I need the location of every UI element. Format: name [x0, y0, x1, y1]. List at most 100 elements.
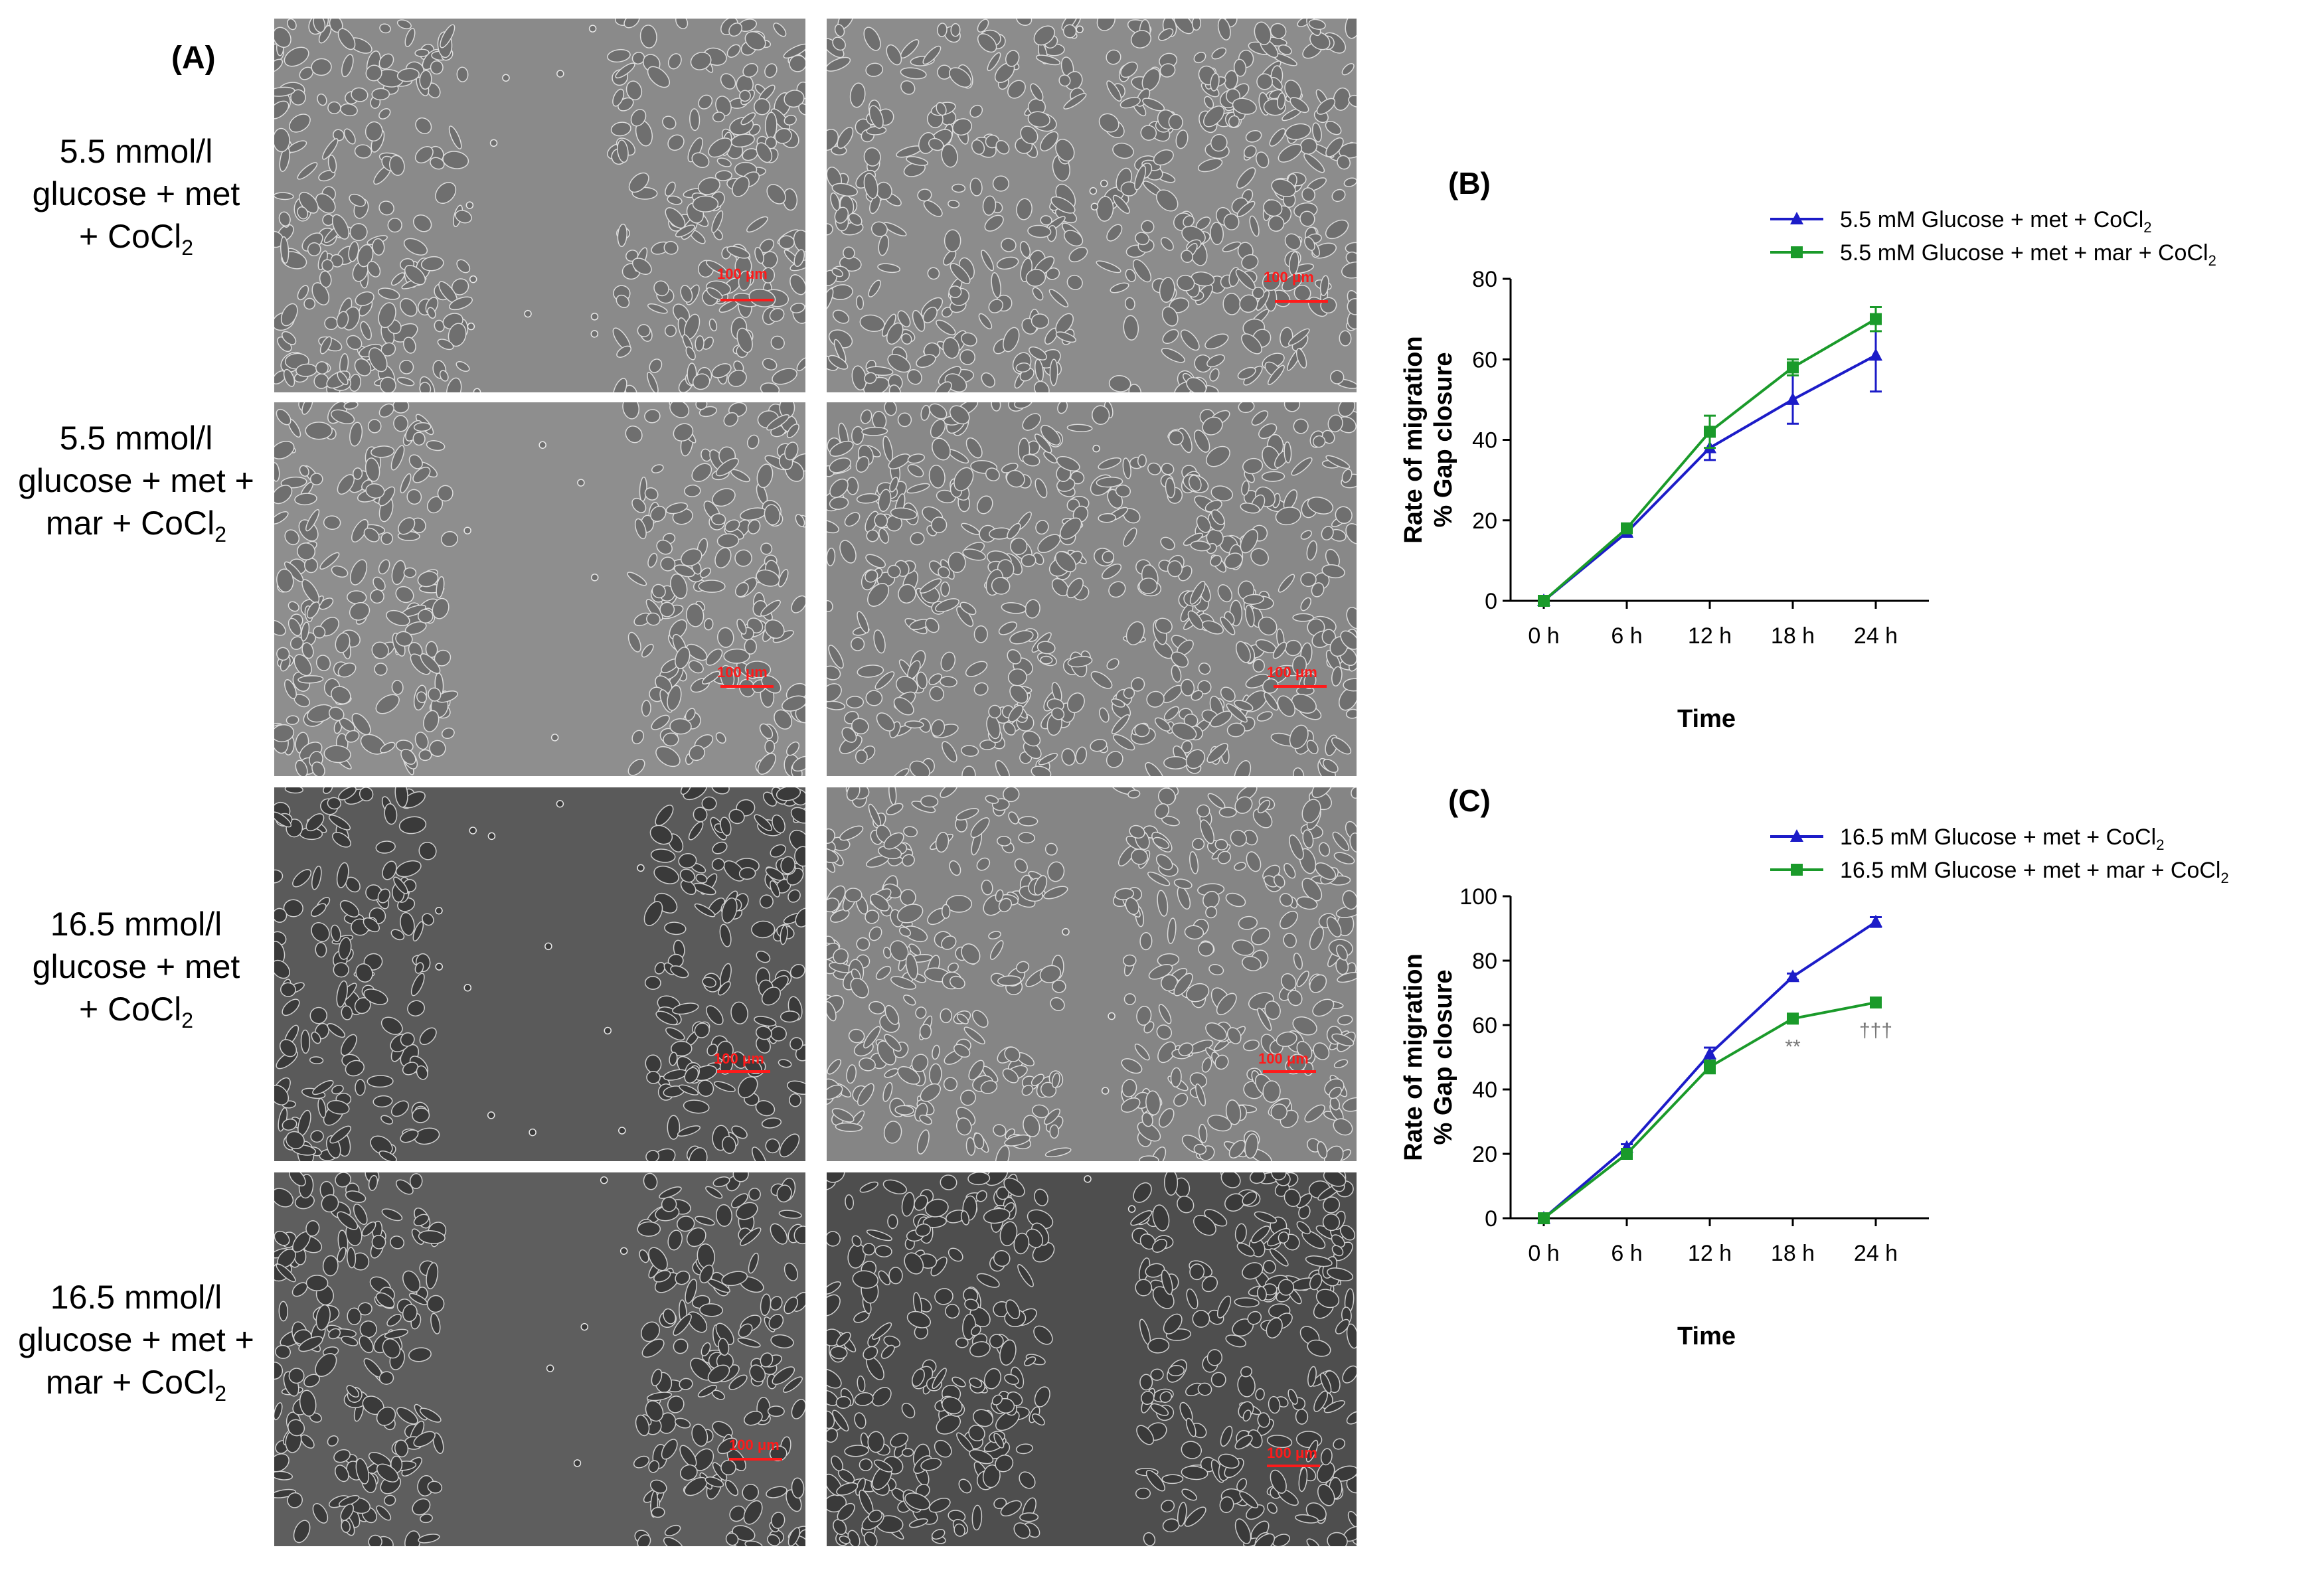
- x-tick-label: 24 h: [1854, 1241, 1898, 1266]
- legend-label: 5.5 mM Glucose + met + mar + CoCl2: [1840, 240, 2216, 269]
- row-label-line: glucose + met: [32, 948, 240, 985]
- x-tick-label: 6 h: [1611, 623, 1642, 649]
- y-tick-label: 20: [1472, 1142, 1497, 1167]
- data-point: [1538, 595, 1550, 607]
- row-label-line: mar + CoCl2: [45, 505, 227, 546]
- data-point: [1786, 969, 1799, 983]
- row-label-2: 5.5 mmol/l glucose + met + mar + CoCl2: [0, 417, 272, 556]
- micrograph-r4-c1: [274, 1172, 805, 1546]
- scale-bar-label: 100 μm: [1267, 664, 1317, 680]
- micrograph-texture: [274, 1172, 805, 1546]
- row-label-line: 16.5 mmol/l: [50, 906, 222, 943]
- micrograph-texture: [827, 787, 1357, 1161]
- legend-marker: [1791, 246, 1803, 258]
- micrograph-texture: [827, 402, 1357, 776]
- data-point: [1870, 313, 1882, 325]
- legend-subscript: 2: [2156, 837, 2164, 853]
- scale-bar-label: 100 μm: [717, 664, 768, 680]
- scale-bar-label: 100 μm: [1264, 269, 1314, 285]
- x-axis-label: Time: [1677, 1322, 1736, 1350]
- micrograph-r1-c2: [827, 19, 1357, 392]
- micrograph-texture: [274, 402, 805, 776]
- data-point: [1538, 1212, 1550, 1224]
- micrograph-r1-c1: [274, 19, 805, 392]
- legend-subscript: 2: [2208, 252, 2216, 269]
- row-label-line: 16.5 mmol/l: [50, 1279, 222, 1316]
- data-point: [1869, 348, 1882, 361]
- y-tick-label: 0: [1485, 589, 1497, 614]
- y-tick-label: 60: [1472, 1013, 1497, 1038]
- scale-bar: [1267, 1465, 1320, 1467]
- y-tick-label: 0: [1485, 1206, 1497, 1232]
- data-point: [1704, 1061, 1716, 1074]
- legend-label: 16.5 mM Glucose + met + CoCl2: [1840, 825, 2164, 853]
- scale-bar-label: 100 μm: [1258, 1050, 1309, 1067]
- x-tick-label: 24 h: [1854, 623, 1898, 649]
- data-point: [1704, 426, 1716, 438]
- panel-letter: (B): [1448, 166, 1491, 200]
- micrograph-texture: [274, 787, 805, 1161]
- x-tick-label: 18 h: [1771, 623, 1815, 649]
- scale-bar: [1263, 1070, 1316, 1073]
- x-tick-label: 0 h: [1528, 623, 1559, 649]
- panel-a-label: (A): [171, 40, 216, 76]
- x-tick-label: 12 h: [1688, 623, 1732, 649]
- row-label-line: glucose + met +: [18, 462, 254, 499]
- legend-subscript: 2: [2143, 219, 2151, 236]
- micrograph-r3-c1: [274, 787, 805, 1161]
- legend-marker: [1790, 212, 1803, 224]
- data-point: [1786, 392, 1799, 405]
- row-label-1: 5.5 mmol/l glucose + met + CoCl2: [0, 130, 272, 269]
- y-axis-label: Rate of migration: [1400, 336, 1428, 543]
- series-line: [1542, 354, 1876, 602]
- scale-bar: [720, 299, 774, 301]
- micrograph-r3-c2: [827, 787, 1357, 1161]
- legend-marker: [1791, 864, 1803, 876]
- row-label-line: glucose + met +: [18, 1321, 254, 1358]
- series-line: [1542, 1001, 1876, 1220]
- y-tick-label: 40: [1472, 428, 1497, 453]
- y-tick-label: 20: [1472, 509, 1497, 534]
- scale-bar: [1275, 300, 1328, 303]
- row-label-line: 5.5 mmol/l: [59, 420, 213, 457]
- data-point: [1787, 361, 1799, 374]
- micrograph-r2-c1: [274, 402, 805, 776]
- row-label-3: 16.5 mmol/l glucose + met + CoCl2: [0, 903, 272, 1042]
- data-point: [1621, 522, 1633, 534]
- y-axis-label: Rate of migration: [1400, 953, 1428, 1160]
- y-tick-label: 80: [1472, 949, 1497, 974]
- scale-bar: [1274, 685, 1327, 688]
- data-point: [1621, 1148, 1633, 1160]
- legend-label: 16.5 mM Glucose + met + mar + CoCl2: [1840, 858, 2229, 886]
- row-label-line: mar + CoCl2: [45, 1364, 227, 1405]
- micrograph-texture: [827, 19, 1357, 392]
- significance-annotation: †††: [1859, 1020, 1892, 1042]
- micrograph-texture: [827, 1172, 1357, 1546]
- data-point: [1869, 914, 1882, 927]
- chart-c: (C) 16.5 mM Glucose + met + CoCl2 16.5 mM …: [1400, 783, 2229, 1350]
- y-tick-label: 40: [1472, 1077, 1497, 1103]
- legend-label: 5.5 mM Glucose + met + CoCl2: [1840, 207, 2152, 236]
- legend-subscript: 2: [2220, 870, 2228, 886]
- significance-annotation: **: [1785, 1036, 1801, 1058]
- micrograph-texture: [274, 19, 805, 392]
- scale-bar-label: 100 μm: [717, 266, 768, 282]
- scale-bar: [720, 685, 774, 688]
- scale-bar: [717, 1070, 770, 1073]
- panel-letter: (C): [1448, 783, 1491, 818]
- y-axis-label: % Gap closure: [1430, 970, 1457, 1145]
- row-label-line: glucose + met: [32, 175, 240, 212]
- y-tick-label: 60: [1472, 347, 1497, 372]
- y-tick-label: 80: [1472, 267, 1497, 292]
- data-point: [1870, 997, 1882, 1009]
- scale-bar: [729, 1458, 782, 1461]
- row-label-line: + CoCl2: [78, 991, 194, 1032]
- x-axis-label: Time: [1677, 705, 1736, 733]
- chart-b: (B) 5.5 mM Glucose + met + CoCl2 5.5 mM Gl…: [1400, 166, 2216, 733]
- row-label-4: 16.5 mmol/l glucose + met + mar + CoCl2: [0, 1276, 272, 1415]
- micrograph-r4-c2: [827, 1172, 1357, 1546]
- data-point: [1787, 1012, 1799, 1025]
- micrograph-r2-c2: [827, 402, 1357, 776]
- row-label-line: 5.5 mmol/l: [59, 133, 213, 170]
- row-label-line: + CoCl2: [78, 218, 194, 260]
